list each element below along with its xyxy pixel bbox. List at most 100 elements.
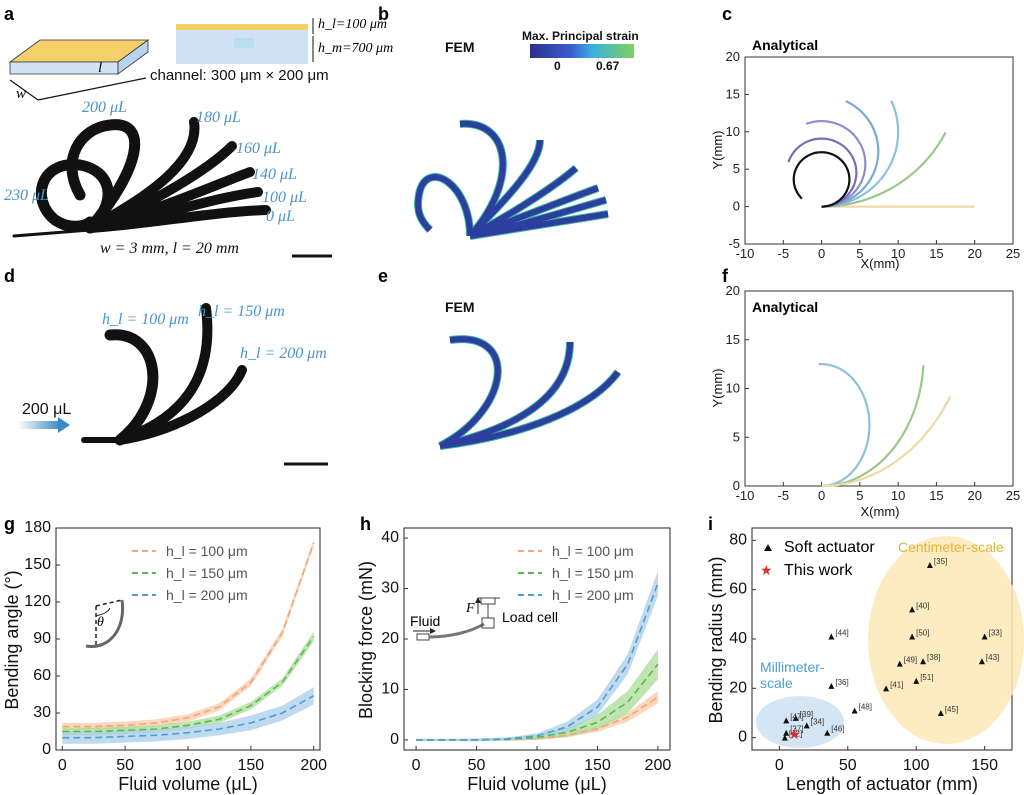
band-h-1: [416, 649, 658, 741]
scatter-point-0: [926, 562, 933, 568]
x-tick-label-i-3: 150: [971, 757, 998, 774]
y-tick-label-i-1: 20: [729, 679, 747, 696]
arc-series-c-2: [821, 100, 900, 208]
y-tick-label-f-0: 0: [733, 478, 740, 493]
y-tick-label-h-2: 20: [381, 630, 399, 647]
chart-c-ylabel: Y(mm): [710, 131, 725, 170]
x-tick-label-c-6: 20: [967, 246, 981, 261]
chart-f-title: Analytical: [752, 299, 818, 315]
band-g-2: [62, 687, 314, 744]
chart-f: Analytical X(mm) Y(mm) -10 -5 0 5 10 15 20 25 0 5…: [710, 283, 1020, 519]
photo-actuators-d: [81, 303, 247, 446]
y-tick-label-i-3: 60: [729, 581, 747, 598]
y-tick-label-g-0: 0: [42, 741, 51, 758]
scatter-point-15: [803, 722, 810, 729]
hl-label-100: h_l = 100 μm: [102, 311, 189, 328]
colorbar-min: 0: [554, 59, 561, 73]
millimeter-label-1: Millimeter-: [760, 659, 825, 675]
arc-series-f-0: [818, 362, 871, 488]
fem-actuators-e: [438, 335, 622, 450]
scatter-point-11: [851, 707, 858, 714]
y-tick-label-f-1: 5: [733, 429, 740, 444]
loadcell-label: Load cell: [502, 609, 558, 625]
this-work-star: ★: [788, 726, 801, 742]
fem-actuators-b: [414, 119, 609, 240]
x-tick-label-i-0: 0: [775, 757, 784, 774]
scatter-point-12: [937, 710, 944, 716]
x-tick-label-f-1: -5: [778, 488, 790, 503]
scatter-point-14: [783, 717, 790, 724]
y-tick-label-i-0: 0: [738, 729, 747, 746]
x-tick-label-f-6: 20: [967, 488, 981, 503]
scatter-ref-14: [47]: [790, 712, 803, 721]
y-tick-label-c-4: 15: [726, 86, 740, 101]
colorbar-title: Max. Principal strain: [522, 29, 639, 43]
legend-triangle-icon: [764, 544, 772, 551]
panel-label-i: i: [708, 514, 713, 534]
legend-label-g-1: h_l = 150 μm: [166, 565, 248, 581]
actuator-schematic: w l: [8, 39, 150, 102]
colorbar: [530, 44, 634, 58]
y-tick-label-g-5: 150: [24, 556, 51, 573]
x-tick-label-c-0: -10: [736, 246, 755, 261]
panel-label-b: b: [378, 4, 389, 24]
arc-series-c-5: [787, 137, 858, 208]
vol-label-230: 230 μL: [4, 187, 49, 204]
x-tick-label-c-5: 15: [929, 246, 943, 261]
x-tick-label-f-2: 0: [818, 488, 825, 503]
vol-label-160: 160 μL: [236, 140, 281, 157]
length-label: l: [98, 60, 102, 76]
scatter-ref-0: [35]: [934, 557, 947, 566]
scatter-point-7: [978, 658, 985, 665]
photo-actuators-a: [12, 117, 271, 238]
scatter-point-6: [920, 658, 927, 665]
line-g-0: [62, 542, 315, 728]
chart-i-xlabel: Length of actuator (mm): [786, 774, 978, 794]
vol-label-140: 140 μL: [252, 166, 297, 183]
chart-f-xlabel: X(mm): [861, 504, 900, 519]
panel-label-c: c: [722, 4, 732, 24]
chart-c-xlabel: X(mm): [861, 256, 900, 271]
y-tick-label-g-1: 30: [33, 704, 51, 721]
vol-label-100: 100 μL: [262, 189, 307, 206]
width-label: w: [16, 86, 26, 102]
scatter-point-17: [824, 729, 831, 736]
loadcell-inset: Fluid F Load cell: [410, 597, 558, 641]
legend-this-work: This work: [784, 562, 853, 579]
x-tick-label-c-7: 25: [1006, 246, 1020, 261]
y-tick-label-c-1: 0: [733, 199, 740, 214]
panel-label-g: g: [4, 514, 15, 534]
x-tick-label-c-1: -5: [778, 246, 790, 261]
theta-label: θ: [97, 615, 104, 630]
chart-f-ylabel: Y(mm): [710, 369, 725, 408]
fluid-label: Fluid: [410, 613, 440, 629]
x-tick-label-h-3: 150: [584, 757, 611, 774]
scatter-ref-11: [48]: [859, 703, 872, 712]
arc-series-f-2: [821, 395, 952, 488]
arc-series-c-4: [805, 119, 867, 208]
colorbar-max: 0.67: [596, 59, 620, 73]
x-tick-label-c-2: 0: [818, 246, 825, 261]
legend-label-h-2: h_l = 200 μm: [552, 587, 634, 603]
y-tick-label-h-3: 30: [381, 580, 399, 597]
centimeter-region: [868, 536, 1024, 744]
scatter-ref-3: [50]: [916, 629, 929, 638]
scatter-ref-4: [33]: [989, 629, 1002, 638]
x-tick-label-g-0: 0: [58, 757, 67, 774]
chart-f-frame: [744, 290, 1014, 487]
dimensions-label: w = 3 mm, l = 20 mm: [100, 240, 239, 257]
chart-c-title: Analytical: [752, 37, 818, 53]
chart-g: Fluid volume (μL) Bending angle (°) 0 50 1…: [2, 519, 327, 794]
angle-inset: θ: [85, 599, 125, 648]
y-tick-label-c-2: 5: [733, 161, 740, 176]
scatter-ref-6: [38]: [927, 653, 940, 662]
chart-i-legend: Soft actuator ★ This work: [760, 539, 875, 579]
band-g-1: [62, 631, 314, 736]
x-tick-label-g-4: 200: [300, 757, 327, 774]
scatter-point-3: [909, 633, 916, 640]
input-arrow: [18, 417, 70, 433]
scatter-point-8: [828, 682, 835, 689]
vol-label-180: 180 μL: [196, 109, 241, 126]
arc-series-f-1: [821, 365, 925, 488]
